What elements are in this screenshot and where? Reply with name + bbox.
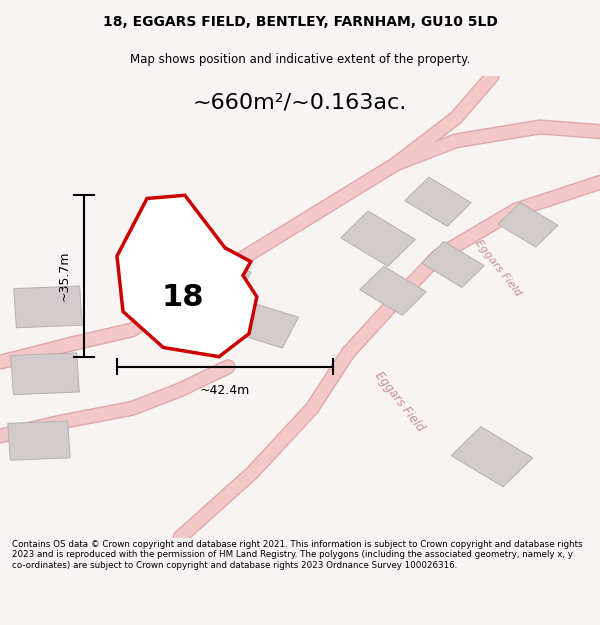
- Text: Map shows position and indicative extent of the property.: Map shows position and indicative extent…: [130, 53, 470, 66]
- Text: 18: 18: [162, 283, 204, 312]
- Text: ~660m²/~0.163ac.: ~660m²/~0.163ac.: [193, 92, 407, 112]
- Polygon shape: [451, 427, 533, 487]
- Text: ~35.7m: ~35.7m: [58, 251, 71, 301]
- Text: Eggars Field: Eggars Field: [371, 369, 427, 434]
- Text: ~42.4m: ~42.4m: [200, 384, 250, 398]
- Polygon shape: [360, 266, 426, 316]
- Polygon shape: [229, 301, 299, 348]
- Polygon shape: [8, 421, 70, 460]
- Polygon shape: [341, 211, 415, 266]
- Text: Contains OS data © Crown copyright and database right 2021. This information is : Contains OS data © Crown copyright and d…: [12, 540, 583, 570]
- Polygon shape: [175, 254, 251, 306]
- Polygon shape: [498, 202, 558, 247]
- Text: 18, EGGARS FIELD, BENTLEY, FARNHAM, GU10 5LD: 18, EGGARS FIELD, BENTLEY, FARNHAM, GU10…: [103, 15, 497, 29]
- Text: Eggars Field: Eggars Field: [473, 238, 523, 298]
- Polygon shape: [405, 177, 471, 226]
- Polygon shape: [11, 353, 79, 394]
- Polygon shape: [422, 241, 484, 288]
- Polygon shape: [117, 195, 257, 357]
- Polygon shape: [14, 286, 82, 328]
